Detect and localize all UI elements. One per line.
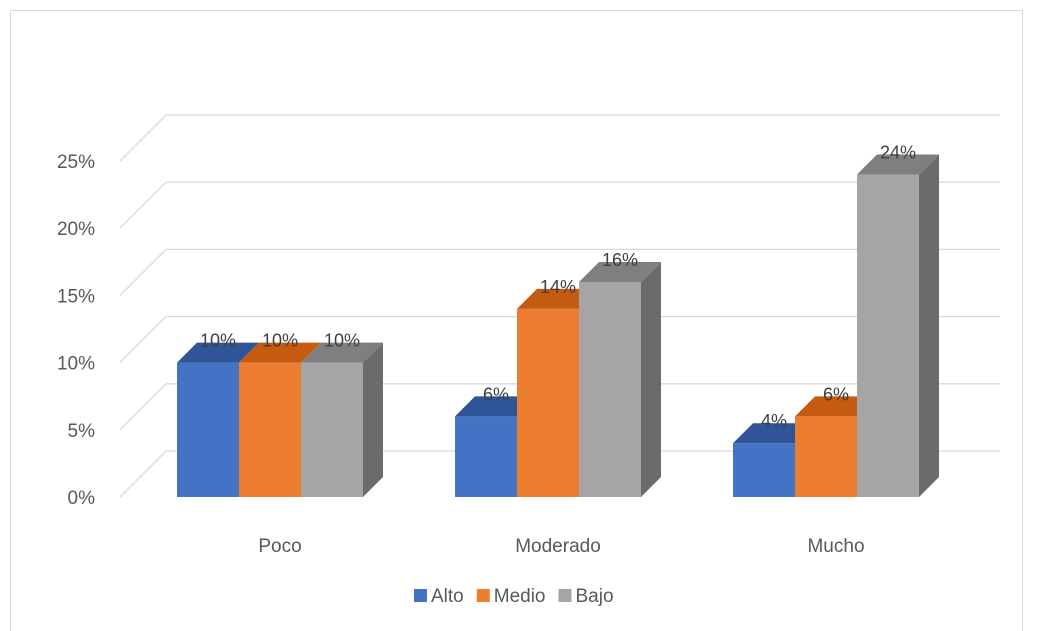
bar-front	[857, 174, 919, 497]
bar-bajo-mucho	[857, 154, 939, 497]
bar-front	[517, 308, 579, 497]
category-label: Moderado	[515, 536, 601, 557]
bar-front	[239, 362, 301, 497]
gridline-diagonal	[119, 114, 167, 162]
bar-top	[733, 423, 815, 444]
bar-top	[177, 342, 259, 363]
bar-medio-mucho	[795, 396, 877, 497]
y-tick-label: 20%	[57, 219, 95, 240]
gridline-diagonal	[119, 248, 167, 296]
bar-top	[239, 342, 321, 363]
legend-swatch	[558, 589, 572, 602]
bar-bajo-moderado	[579, 261, 661, 497]
data-label: 16%	[602, 250, 638, 270]
bar-front	[579, 281, 641, 497]
legend-label: Bajo	[576, 586, 614, 607]
bar-alto-poco	[177, 342, 259, 497]
legend-swatch	[414, 589, 427, 602]
bar-side	[919, 154, 939, 497]
gridline-diagonal	[119, 383, 167, 431]
legend-label: Alto	[431, 586, 464, 607]
bar-top	[517, 288, 599, 309]
y-tick-label: 25%	[57, 152, 95, 173]
data-label: 10%	[324, 331, 360, 351]
bar-front	[795, 416, 857, 497]
legend: Alto Medio Bajo	[414, 586, 614, 607]
bars	[177, 154, 939, 497]
y-tick-label: 0%	[68, 488, 96, 509]
bar-top	[301, 342, 383, 363]
bar-alto-moderado	[455, 396, 537, 497]
y-axis-ticks: 0% 5% 10% 15% 20% 25%	[57, 152, 95, 509]
data-label: 10%	[200, 331, 236, 351]
data-label: 6%	[483, 384, 509, 404]
bar-front	[177, 362, 239, 497]
y-tick-label: 5%	[68, 421, 96, 442]
bar-front	[455, 416, 517, 497]
legend-label: Medio	[494, 586, 546, 607]
legend-swatch	[476, 589, 490, 602]
bar-top	[579, 261, 661, 282]
gridline-diagonal	[119, 316, 167, 364]
y-tick-label: 15%	[57, 286, 95, 307]
chart-frame	[10, 10, 1023, 631]
bar-front	[301, 362, 363, 497]
category-label: Poco	[258, 536, 301, 557]
bar-medio-poco	[239, 342, 321, 497]
data-label: 14%	[540, 277, 576, 297]
bar-medio-moderado	[517, 288, 599, 497]
bar-front	[733, 443, 795, 497]
gridline-diagonal	[119, 450, 167, 498]
bar-alto-mucho	[733, 423, 815, 497]
data-label: 4%	[761, 411, 787, 431]
y-tick-label: 10%	[57, 354, 95, 375]
data-label: 10%	[262, 331, 298, 351]
bar-top	[795, 396, 877, 417]
category-label: Mucho	[807, 536, 864, 557]
bar-bajo-poco	[301, 342, 383, 497]
gridline-diagonal	[119, 181, 167, 229]
data-labels: 10% 10% 10% 6% 14% 16% 4% 6% 24%	[200, 142, 916, 431]
category-labels: Poco Moderado Mucho	[258, 536, 864, 557]
bar-top	[857, 154, 939, 175]
bar-top	[455, 396, 537, 417]
bar-side	[641, 261, 661, 497]
bar-side	[363, 342, 383, 497]
data-label: 24%	[880, 142, 916, 162]
data-label: 6%	[823, 384, 849, 404]
